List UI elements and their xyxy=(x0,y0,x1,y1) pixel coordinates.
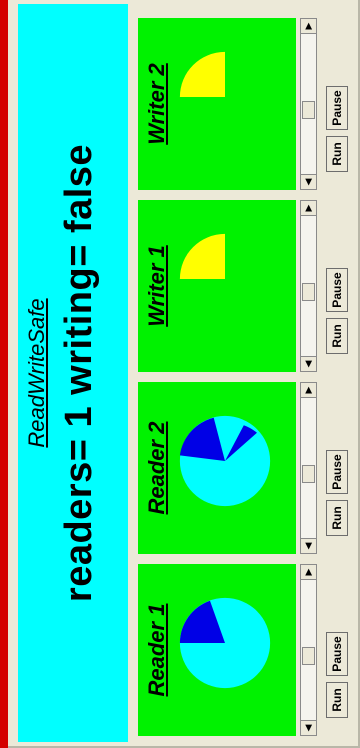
panel-label: Reader 2 xyxy=(144,421,169,515)
pie-wedge xyxy=(179,51,225,97)
arrow-right-icon[interactable]: ▶ xyxy=(301,19,316,34)
header-panel: ReadWriteSafe readers= 1 writing= false xyxy=(18,4,128,742)
arrow-left-icon[interactable]: ◀ xyxy=(301,356,316,371)
pie-display xyxy=(179,233,225,279)
pie-display xyxy=(179,415,271,507)
panel-label: Writer 1 xyxy=(144,245,169,327)
panel-reader-1: Reader 1 ◀ ▶ Run Pause xyxy=(138,564,350,736)
pie-display xyxy=(179,51,225,97)
arrow-right-icon[interactable]: ▶ xyxy=(301,383,316,398)
scroll-thumb[interactable] xyxy=(302,647,315,665)
speed-scrollbar[interactable]: ◀ ▶ xyxy=(300,18,317,190)
pause-button[interactable]: Pause xyxy=(326,450,348,494)
run-button[interactable]: Run xyxy=(326,500,348,536)
panel-writer-1: Writer 1 ◀ ▶ Run Pause xyxy=(138,200,350,372)
applet-title: ReadWriteSafe xyxy=(24,298,49,448)
panel-canvas: Reader 2 xyxy=(138,382,296,554)
panel-writer-2: Writer 2 ◀ ▶ Run Pause xyxy=(138,18,350,190)
speed-scrollbar[interactable]: ◀ ▶ xyxy=(300,200,317,372)
arrow-right-icon[interactable]: ▶ xyxy=(301,201,316,216)
pie-wedge xyxy=(179,600,225,643)
panel-label: Reader 1 xyxy=(144,603,169,697)
arrow-left-icon[interactable]: ◀ xyxy=(301,538,316,553)
scroll-thumb[interactable] xyxy=(302,101,315,119)
pause-button[interactable]: Pause xyxy=(326,86,348,130)
pause-button[interactable]: Pause xyxy=(326,632,348,676)
speed-scrollbar[interactable]: ◀ ▶ xyxy=(300,564,317,736)
pie-wedge xyxy=(179,417,225,461)
speed-scrollbar[interactable]: ◀ ▶ xyxy=(300,382,317,554)
panel-reader-2: Reader 2 ◀ ▶ Run Pause xyxy=(138,382,350,554)
arrow-left-icon[interactable]: ◀ xyxy=(301,720,316,735)
pause-button[interactable]: Pause xyxy=(326,268,348,312)
applet-window: ReadWriteSafe readers= 1 writing= false … xyxy=(8,0,360,748)
pie-display xyxy=(179,597,271,689)
window-edge xyxy=(0,0,8,748)
panel-canvas: Writer 1 xyxy=(138,200,296,372)
pie-wedge xyxy=(179,233,225,279)
panel-label: Writer 2 xyxy=(144,63,169,145)
scroll-thumb[interactable] xyxy=(302,283,315,301)
scroll-thumb[interactable] xyxy=(302,465,315,483)
panel-canvas: Reader 1 xyxy=(138,564,296,736)
arrow-right-icon[interactable]: ▶ xyxy=(301,565,316,580)
applet-canvas: ReadWriteSafe readers= 1 writing= false … xyxy=(18,4,358,742)
arrow-left-icon[interactable]: ◀ xyxy=(301,174,316,189)
run-button[interactable]: Run xyxy=(326,682,348,718)
run-button[interactable]: Run xyxy=(326,318,348,354)
panel-canvas: Writer 2 xyxy=(138,18,296,190)
status-text: readers= 1 writing= false xyxy=(58,143,100,603)
pie-wedge xyxy=(225,425,257,461)
run-button[interactable]: Run xyxy=(326,136,348,172)
